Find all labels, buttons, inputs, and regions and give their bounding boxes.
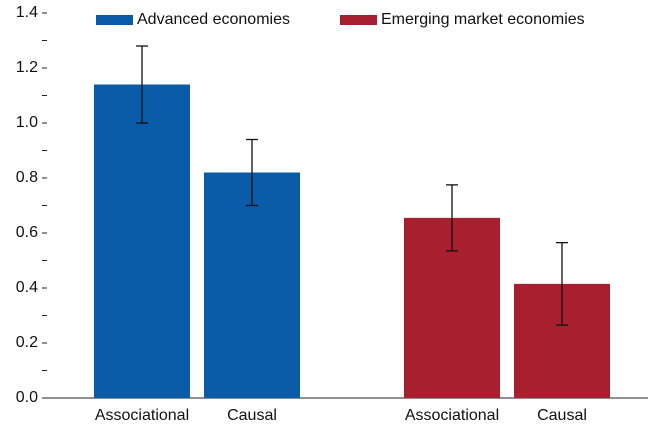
x-tick-label: Causal — [537, 407, 587, 424]
y-tick-label: 1.4 — [16, 4, 38, 21]
y-tick-label: 1.0 — [16, 114, 38, 131]
x-tick-label: Associational — [95, 407, 189, 424]
legend-swatch — [340, 15, 377, 25]
bar — [204, 172, 300, 398]
y-tick-label: 0.2 — [16, 334, 38, 351]
legend-label: Emerging market economies — [381, 11, 585, 28]
x-tick-label: Associational — [405, 407, 499, 424]
y-tick-label: 0.8 — [16, 169, 38, 186]
legend-swatch — [96, 15, 133, 25]
y-tick-label: 0.0 — [16, 389, 38, 406]
y-tick-label: 1.2 — [16, 59, 38, 76]
y-tick-label: 0.6 — [16, 224, 38, 241]
bar — [94, 84, 190, 398]
legend-label: Advanced economies — [137, 11, 290, 28]
x-tick-label: Causal — [227, 407, 277, 424]
y-tick-label: 0.4 — [16, 279, 38, 296]
